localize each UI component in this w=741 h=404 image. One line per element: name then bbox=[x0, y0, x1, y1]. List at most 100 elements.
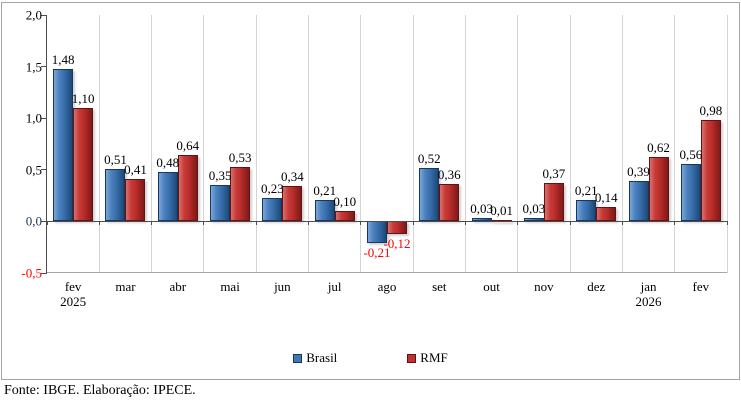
zero-axis-tick bbox=[726, 221, 728, 226]
data-label-brasil-mar: 0,51 bbox=[104, 151, 127, 167]
gridline bbox=[412, 15, 414, 273]
bar-brasil-mar bbox=[105, 168, 126, 222]
plot-area: 1,48 1,10 0,51 0,41 0,48 0,64 0,35 0,53 0,23 0,34… bbox=[41, 14, 728, 274]
x-axis-label-fev: fev bbox=[692, 279, 710, 294]
zero-axis-line bbox=[47, 220, 727, 222]
data-label-rmf-set: 0,36 bbox=[437, 167, 461, 183]
gridline bbox=[360, 15, 362, 273]
zero-axis-tick bbox=[569, 221, 571, 226]
x-axis-label-nov: nov bbox=[534, 279, 554, 294]
legend-swatch-brasil bbox=[293, 353, 303, 363]
bar-brasil-abr bbox=[157, 171, 178, 222]
gridline bbox=[98, 15, 100, 273]
x-axis-label-ago: ago bbox=[377, 279, 397, 294]
bar-brasil-fev bbox=[680, 163, 701, 222]
chart-legend: Brasil RMF bbox=[0, 350, 741, 366]
data-label-brasil-ago: -0,21 bbox=[363, 245, 391, 261]
legend-swatch-rmf bbox=[407, 353, 417, 363]
zero-axis-tick bbox=[360, 221, 362, 226]
data-label-brasil-set: 0,52 bbox=[417, 150, 441, 166]
x-axis-label-mar: mar bbox=[115, 279, 136, 294]
y-axis-tick bbox=[41, 66, 47, 68]
y-axis-label: 0,5 bbox=[25, 162, 42, 178]
bar-rmf-nov bbox=[543, 183, 564, 222]
data-label-brasil-out: 0,03 bbox=[470, 201, 493, 217]
bar-brasil-jun bbox=[262, 197, 283, 222]
y-axis-tick bbox=[41, 220, 47, 222]
data-label-rmf-nov: 0,37 bbox=[542, 166, 566, 182]
bar-rmf-fev-2025 bbox=[73, 107, 94, 222]
bar-brasil-mai bbox=[210, 185, 231, 222]
zero-axis-tick bbox=[308, 221, 310, 226]
data-label-brasil-nov: 0,03 bbox=[522, 201, 546, 217]
gridline bbox=[674, 15, 676, 273]
zero-axis-tick bbox=[412, 221, 414, 226]
gridline bbox=[464, 15, 466, 273]
data-label-rmf-mar: 0,41 bbox=[124, 162, 147, 178]
gridline bbox=[726, 15, 728, 273]
x-axis-label-jun: jun bbox=[274, 279, 291, 294]
bar-brasil-nov bbox=[523, 218, 544, 222]
x-axis-label-jan-2026: jan 2026 bbox=[635, 279, 662, 309]
data-label-rmf-ago: -0,12 bbox=[383, 235, 411, 251]
bar-rmf-mai bbox=[230, 166, 251, 222]
zero-axis-tick bbox=[464, 221, 466, 226]
y-axis-tick bbox=[41, 14, 47, 16]
bar-brasil-set bbox=[419, 167, 440, 222]
bar-rmf-jan-2026 bbox=[648, 157, 669, 222]
data-label-brasil-jun: 0,23 bbox=[261, 180, 284, 196]
data-label-rmf-jan-2026: 0,62 bbox=[647, 140, 670, 156]
bar-brasil-fev-2025 bbox=[53, 68, 74, 222]
bar-rmf-dez bbox=[596, 206, 617, 222]
zero-axis-tick bbox=[98, 221, 100, 226]
bar-brasil-dez bbox=[576, 199, 597, 222]
data-label-rmf-fev-2025: 1,10 bbox=[71, 90, 95, 106]
bar-rmf-fev bbox=[700, 120, 721, 222]
data-label-brasil-fev-2025: 1,48 bbox=[51, 51, 75, 67]
y-axis-tick bbox=[41, 117, 47, 119]
bar-rmf-abr bbox=[177, 155, 198, 222]
x-axis-label-dez: dez bbox=[587, 279, 606, 294]
bar-rmf-jun bbox=[282, 186, 303, 222]
bar-brasil-jul bbox=[314, 199, 335, 222]
plot-bottom-border bbox=[47, 272, 727, 273]
x-axis-label-fev-2025: fev 2025 bbox=[60, 279, 87, 309]
x-axis-label-mai: mai bbox=[220, 279, 240, 294]
legend-label-rmf: RMF bbox=[420, 350, 448, 365]
zero-axis-tick bbox=[46, 221, 48, 226]
bar-rmf-jul bbox=[334, 211, 355, 222]
bar-rmf-set bbox=[439, 184, 460, 222]
x-axis-label-jul: jul bbox=[327, 279, 342, 294]
gridline bbox=[203, 15, 205, 273]
gridline bbox=[621, 15, 623, 273]
bar-rmf-mar bbox=[125, 179, 146, 222]
gridline bbox=[569, 15, 571, 273]
zero-axis-tick bbox=[674, 221, 676, 226]
source-note: Fonte: IBGE. Elaboração: IPECE. bbox=[4, 383, 196, 398]
x-axis-label-set: set bbox=[432, 279, 447, 294]
y-axis-label: 0,0 bbox=[25, 213, 42, 229]
x-axis-label-abr: abr bbox=[169, 279, 187, 294]
data-label-rmf-mai: 0,53 bbox=[228, 149, 252, 165]
data-label-brasil-mai: 0,35 bbox=[208, 168, 232, 184]
y-axis-tick bbox=[41, 272, 47, 274]
y-axis-label: 1,5 bbox=[25, 59, 42, 75]
y-axis-label: 2,0 bbox=[25, 7, 42, 23]
legend-label-brasil: Brasil bbox=[306, 350, 338, 365]
data-label-rmf-out: 0,01 bbox=[490, 203, 513, 219]
y-axis-label: 1,0 bbox=[25, 110, 42, 126]
data-label-rmf-fev: 0,98 bbox=[699, 103, 723, 119]
y-axis-label: -0,5 bbox=[21, 265, 42, 281]
data-label-brasil-dez: 0,21 bbox=[574, 182, 598, 198]
data-label-rmf-jun: 0,34 bbox=[281, 169, 304, 185]
data-label-rmf-dez: 0,14 bbox=[594, 189, 618, 205]
data-label-brasil-jan-2026: 0,39 bbox=[627, 164, 650, 180]
data-label-rmf-abr: 0,64 bbox=[176, 138, 200, 154]
data-label-brasil-jul: 0,21 bbox=[313, 182, 337, 198]
gridline bbox=[517, 15, 519, 273]
zero-axis-tick bbox=[621, 221, 623, 226]
zero-axis-tick bbox=[151, 221, 153, 226]
gridline bbox=[151, 15, 153, 273]
y-axis-line bbox=[46, 15, 47, 273]
